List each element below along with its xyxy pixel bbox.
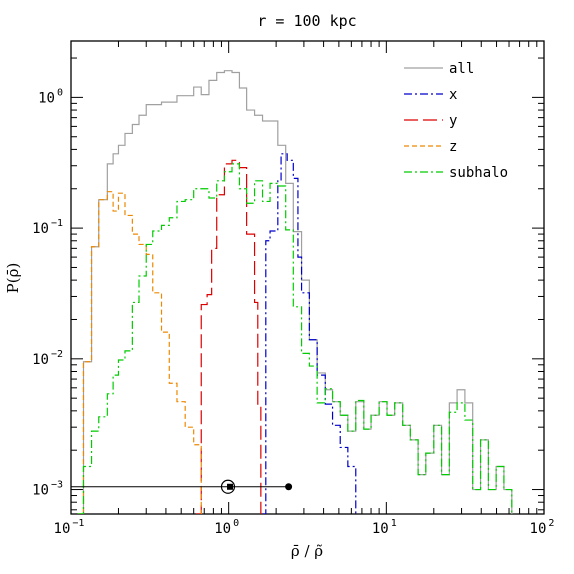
series-line-y [195,159,262,514]
legend-label-y: y [449,113,457,129]
y-tick-label-base: 10 [38,90,55,106]
y-tick-label-exp: −2 [51,349,63,360]
y-tick-label-exp: 0 [57,87,63,98]
x-tick-label-exp: 1 [391,518,397,529]
plot-area [70,40,545,515]
legend-label-subhalo: subhalo [449,165,508,181]
x-tick-label: 10 0 [214,518,239,537]
open-circle-marker [220,479,236,494]
x-tick-label: 10 −1 [54,518,85,537]
series-line-all [77,70,513,514]
y-tick-label-exp: −3 [51,480,63,491]
legend-label-z: z [449,139,457,155]
legend: all xyz subhalo [404,61,508,181]
x-axis-label: ρ̄ / ρ̃ [291,542,323,560]
axis-ticks: 10 −1 10 0 10 1 10 210 −310 −210 −110 0 [32,41,554,537]
square-marker [227,483,234,490]
filled-circle-marker [285,483,293,491]
chart-title: r = 100 kpc [257,12,356,30]
series-lines [77,70,513,514]
y-tick-label: 10 −2 [32,349,63,368]
y-tick-label-exp: −1 [51,218,63,229]
y-tick-label: 10 −1 [32,218,63,237]
y-tick-label-base: 10 [32,483,49,499]
x-tick-label-base: 10 [372,521,389,537]
x-tick-label-exp: 2 [548,518,554,529]
legend-label-all: all [449,61,474,77]
legend-label-x: x [449,87,457,103]
y-tick-label-base: 10 [32,352,49,368]
series-line-z [77,191,202,514]
y-tick-label: 10 −3 [32,480,63,499]
x-tick-label: 10 2 [530,518,555,537]
y-tick-label: 10 0 [38,87,63,106]
y-tick-label-base: 10 [32,221,49,237]
y-axis-label: P(ρ̄) [4,263,22,294]
x-tick-label-base: 10 [530,521,547,537]
x-tick-label: 10 1 [372,518,397,537]
reference-markers [71,479,293,494]
x-tick-label-base: 10 [54,521,71,537]
series-line-x [262,153,357,514]
x-tick-label-exp: 0 [233,518,239,529]
series-line-subhalo [77,163,513,514]
plot-frame [70,40,545,515]
x-tick-label-exp: −1 [72,518,84,529]
x-tick-label-base: 10 [214,521,231,537]
